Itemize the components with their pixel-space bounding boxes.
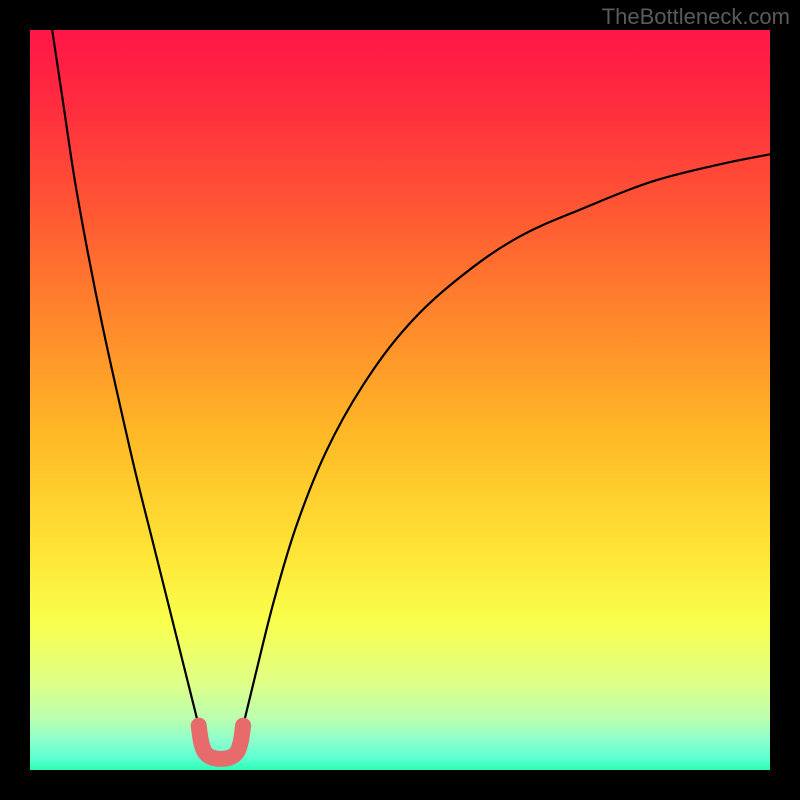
curve-right-branch <box>243 154 770 725</box>
watermark-text: TheBottleneck.com <box>602 4 790 30</box>
plot-area <box>30 30 770 770</box>
chart-frame: TheBottleneck.com <box>0 0 800 800</box>
curve-notch <box>199 726 243 759</box>
bottleneck-curve-chart <box>30 30 770 770</box>
curve-left-branch <box>52 30 199 726</box>
